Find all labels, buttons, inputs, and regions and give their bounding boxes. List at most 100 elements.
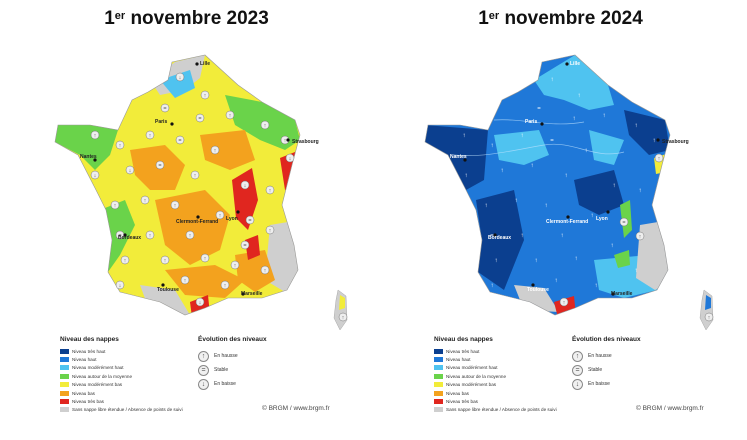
trend-icon: ↑ xyxy=(555,278,558,284)
trend-icon: ↑ xyxy=(639,188,642,194)
trend-icon: ↑ xyxy=(120,255,130,265)
legend-title: Niveau des nappes xyxy=(434,336,493,343)
trend-icon: ↑ xyxy=(260,120,270,130)
trend-icon: ↑ xyxy=(613,183,616,189)
svg-text:↑: ↑ xyxy=(224,283,227,289)
evolution-label: Stable xyxy=(214,367,229,373)
trend-icon: ↑ xyxy=(110,200,120,210)
city-strasbourg-label: Strasbourg xyxy=(662,139,689,145)
city-lille-label: Lille xyxy=(570,61,580,67)
trend-icon: = xyxy=(537,106,541,112)
legend-label: Niveau modérément haut xyxy=(72,365,124,371)
city-marseille-label: Marseille xyxy=(241,291,263,297)
city-strasbourg-label: Strasbourg xyxy=(292,139,319,145)
svg-text:↑: ↑ xyxy=(94,133,97,139)
evolution-item: = Stable xyxy=(198,363,288,377)
city-bordeaux-label: Bordeaux xyxy=(488,235,511,241)
legend-swatch xyxy=(60,373,69,379)
svg-text:↓: ↓ xyxy=(129,168,132,174)
city-marseille-label: Marseille xyxy=(611,291,633,297)
svg-text:↑: ↑ xyxy=(149,233,152,239)
legend-item: Niveau modérément bas xyxy=(434,381,564,389)
evolution-label: En hausse xyxy=(214,353,238,359)
legend-label: Niveau modérément bas xyxy=(72,382,123,388)
svg-text:↑: ↑ xyxy=(204,93,207,99)
legend-swatch xyxy=(434,390,443,396)
trend-icon: ↑ xyxy=(551,77,554,83)
svg-text:↑: ↑ xyxy=(563,300,566,306)
legend-swatch xyxy=(60,399,69,405)
trend-icon: ↑ xyxy=(170,200,180,210)
trend-icon: ↑ xyxy=(531,163,534,169)
trend-icon: ↑ xyxy=(338,312,348,322)
trend-icon: ↑ xyxy=(595,283,598,289)
map-title-2023: 1er novembre 2023 xyxy=(104,8,269,29)
legend-item: Niveau autour de la moyenne xyxy=(60,372,190,380)
evolution-legend: Évolution des niveaux ↑ En hausse = Stable… xyxy=(198,336,288,391)
legend-item: Niveau bas xyxy=(60,389,190,397)
svg-text:↑: ↑ xyxy=(214,148,217,154)
trend-icon: ↑ xyxy=(545,203,548,209)
trend-icon: ↑ xyxy=(230,260,240,270)
legend-item: Niveau très haut xyxy=(60,347,190,355)
svg-text:↓: ↓ xyxy=(244,183,247,189)
credit-text: © BRGM / www.brgm.fr xyxy=(636,405,704,412)
svg-text:↑: ↑ xyxy=(189,233,192,239)
evolution-label: En hausse xyxy=(588,353,612,359)
city-toulouse-label: Toulouse xyxy=(527,287,549,293)
svg-text:↑: ↑ xyxy=(264,123,267,129)
trend-icon: ↑ xyxy=(225,110,235,120)
trend-icon: ↑ xyxy=(491,283,494,289)
trend-icon: ↓ xyxy=(240,180,250,190)
svg-text:↑: ↑ xyxy=(119,143,122,149)
equals-icon: = xyxy=(572,364,583,376)
svg-text:↑: ↑ xyxy=(164,258,167,264)
trend-icon: ↑ xyxy=(521,133,524,139)
trend-icon: ↑ xyxy=(591,213,594,219)
trend-icon: ↑ xyxy=(485,203,488,209)
credit-text: © BRGM / www.brgm.fr xyxy=(262,405,330,412)
evolution-label: En baisse xyxy=(588,381,610,387)
trend-icon: ↑ xyxy=(90,130,100,140)
legend-item: Niveau très haut xyxy=(434,347,564,355)
map-panel-2023: 1er novembre 2023 xyxy=(0,0,373,440)
svg-text:=: = xyxy=(243,243,246,249)
trend-icon: ↑ xyxy=(635,268,638,274)
trend-icon: ↓ xyxy=(175,72,185,82)
city-toulouse-label: Toulouse xyxy=(157,287,179,293)
legend-label: Niveau très haut xyxy=(446,348,480,354)
map-title-2024: 1er novembre 2024 xyxy=(478,8,643,29)
legend-item: Sans nappe libre étendue / Absence de po… xyxy=(434,406,564,414)
evolution-item: ↓ En baisse xyxy=(198,377,288,391)
svg-text:↓: ↓ xyxy=(289,156,292,162)
city-lille-label: Lille xyxy=(200,61,210,67)
evolution-label: Stable xyxy=(588,367,603,373)
trend-icon: ↑ xyxy=(575,256,578,262)
svg-text:↓: ↓ xyxy=(199,300,202,306)
legend-swatch xyxy=(434,365,443,371)
trend-icon: ↑ xyxy=(200,90,210,100)
evolution-item: ↑ En hausse xyxy=(572,349,662,363)
trend-icon: ↑ xyxy=(578,93,581,99)
legend-item: Niveau modérément bas xyxy=(60,381,190,389)
legend-item: Niveau bas xyxy=(434,389,564,397)
trend-icon: ↑ xyxy=(704,312,714,322)
trend-icon: ↑ xyxy=(115,140,125,150)
legend-swatch xyxy=(434,399,443,405)
trend-icon: ↑ xyxy=(573,116,576,122)
svg-text:↑: ↑ xyxy=(194,173,197,179)
trend-icon: ↑ xyxy=(521,233,524,239)
legend-item: Sans nappe libre étendue / Absence de po… xyxy=(60,406,190,414)
svg-text:↑: ↑ xyxy=(149,133,152,139)
trend-icon: ↑ xyxy=(200,253,210,263)
svg-text:↓: ↓ xyxy=(179,75,182,81)
trend-icon: ↓ xyxy=(90,170,100,180)
france-map-2024: ↑ = ↑ = ↑ ↑ ↑ ↑ ↑ ↑ ↑ = ↑ ↑ ↑ ↑ ↑ ↑ ↑ ↑ … xyxy=(424,54,714,330)
trend-icon: ↑ xyxy=(653,138,656,144)
trend-icon: ↑ xyxy=(265,185,275,195)
legend-label: Niveau très haut xyxy=(72,348,106,354)
trend-icon: ↑ xyxy=(190,170,200,180)
svg-text:↑: ↑ xyxy=(269,188,272,194)
trend-icon: ↑ xyxy=(565,173,568,179)
trend-icon: ↓ xyxy=(125,165,135,175)
